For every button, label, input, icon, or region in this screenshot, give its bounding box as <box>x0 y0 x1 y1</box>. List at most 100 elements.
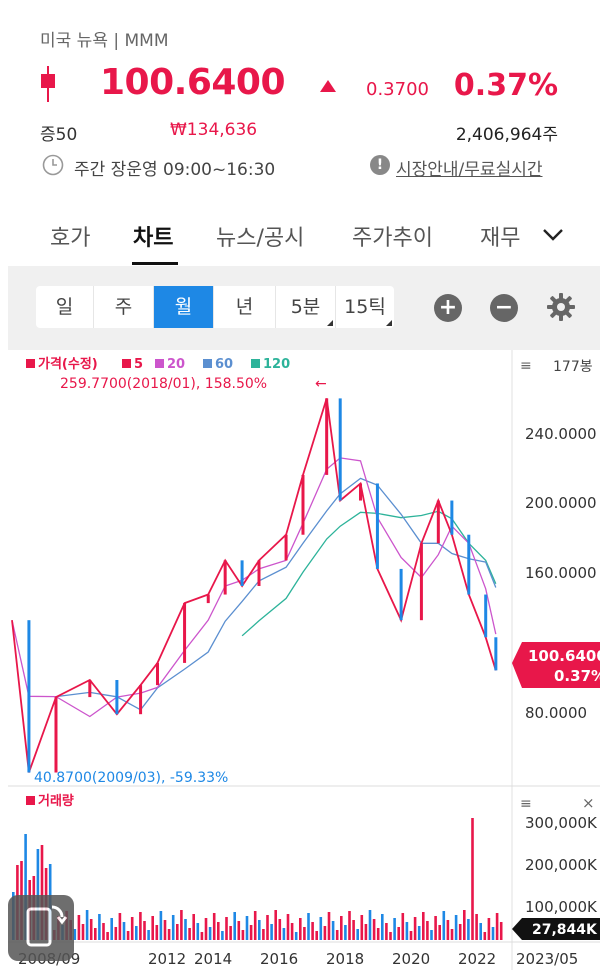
volume-bar <box>487 918 491 940</box>
volume-bar <box>426 921 429 940</box>
candle-bar <box>139 685 143 715</box>
volume-bar <box>126 931 130 940</box>
volume-bar <box>319 917 323 940</box>
candle-bar <box>359 483 363 501</box>
candle-bar <box>450 500 454 535</box>
zoom-in-button[interactable]: + <box>434 294 462 322</box>
volume-bar <box>483 932 487 940</box>
bar-count: 177봉 <box>553 359 593 375</box>
period-year[interactable]: 년 <box>214 286 276 328</box>
tab-chart[interactable]: 차트 <box>133 226 174 251</box>
candle-bar <box>183 603 187 663</box>
volume-bar <box>389 932 392 940</box>
tab-orderbook[interactable]: 호가 <box>50 226 91 251</box>
price-line <box>11 398 497 773</box>
volume-bar <box>315 931 318 940</box>
volume-bar <box>237 921 241 940</box>
period-5min[interactable]: 5분 <box>276 286 336 328</box>
candle-bar <box>155 662 159 686</box>
candle-bar <box>338 398 342 501</box>
volume-bar <box>253 911 257 940</box>
volume-bar <box>114 927 118 940</box>
market-label: 미국 뉴욕 | MMM <box>40 31 169 51</box>
candle-bar <box>375 483 379 569</box>
chart-toolbar: 일 주 월 년 5분 15틱 + − <box>8 266 600 350</box>
tab-financials[interactable]: 재무 <box>480 226 521 251</box>
volume-bar <box>180 910 183 940</box>
trade-volume: 2,406,964주 <box>455 125 558 145</box>
gear-icon[interactable] <box>546 292 576 322</box>
chart-svg[interactable]: 가격(수정) 5 20 60 120 259.7700(2018/01), 15… <box>8 350 600 970</box>
volume-bar <box>335 930 339 940</box>
volume-bar <box>360 915 364 940</box>
market-info-link[interactable]: 시장안내/무료실시간 <box>396 160 543 180</box>
tab-price-trend[interactable]: 주가추이 <box>352 226 433 251</box>
volume-bar <box>385 923 388 940</box>
volume-bar <box>77 915 81 940</box>
volume-bar <box>225 917 228 940</box>
volume-bar <box>266 915 269 940</box>
stock-chart[interactable]: 가격(수정) 5 20 60 120 259.7700(2018/01), 15… <box>8 350 600 970</box>
info-icon[interactable]: ! <box>370 155 390 175</box>
candle-bar <box>301 474 305 535</box>
zoom-out-button[interactable]: − <box>490 294 518 322</box>
vol-tick-100k: 100,000K <box>525 898 598 916</box>
volume-close-icon[interactable]: × <box>582 794 595 812</box>
volume-bar <box>278 919 282 940</box>
volume-bar <box>499 922 503 940</box>
volume-bar <box>102 923 105 940</box>
price-lines <box>11 398 498 773</box>
period-week[interactable]: 주 <box>94 286 154 328</box>
volume-bar <box>434 916 437 940</box>
volume-bar <box>458 924 462 940</box>
candle-bar <box>494 637 498 671</box>
volume-bar <box>229 926 232 940</box>
x-tick-2016: 2016 <box>260 950 298 968</box>
legend-price: 가격(수정) <box>38 356 98 372</box>
volume-bar <box>463 910 466 940</box>
volume-bar <box>274 910 277 940</box>
legend-ma60-swatch <box>203 359 212 368</box>
volume-bar <box>204 918 208 940</box>
volume-bar <box>303 927 306 940</box>
menu-icon[interactable]: ≡ <box>520 358 532 374</box>
period-5min-label: 5분 <box>290 296 321 318</box>
period-15tick[interactable]: 15틱 <box>336 286 394 328</box>
volume-bar <box>122 922 126 940</box>
chevron-down-icon[interactable] <box>542 228 564 242</box>
y-tick-160: 160.0000 <box>525 564 597 582</box>
volume-bar <box>364 924 368 940</box>
volume-bar <box>397 927 400 940</box>
candle-bar <box>54 697 58 773</box>
legend-price-swatch <box>26 359 35 368</box>
candle-bar <box>223 560 227 595</box>
candle-up-icon <box>41 66 55 102</box>
min-price-label: 40.8700(2009/03), -59.33% <box>34 770 228 786</box>
candle-bar <box>284 534 288 561</box>
current-price: 100.6400 <box>100 62 286 103</box>
volume-bar <box>356 929 359 940</box>
y-tick-200: 200.0000 <box>525 494 597 512</box>
volume-bar <box>340 916 343 940</box>
volume-bar <box>98 914 101 940</box>
volume-bar <box>167 929 171 940</box>
period-month[interactable]: 월 <box>154 286 214 328</box>
price-change: 0.3700 <box>366 79 429 100</box>
volume-bar <box>106 932 109 940</box>
rotate-screen-button[interactable] <box>8 895 74 961</box>
candle-bar <box>436 500 440 544</box>
volume-menu-icon[interactable]: ≡ <box>520 796 532 812</box>
volume-bar <box>221 931 224 940</box>
volume-bar <box>241 930 245 940</box>
volume-bar <box>163 920 167 940</box>
active-tab-indicator <box>132 262 178 265</box>
volume-bar <box>139 912 142 940</box>
x-tick-2022: 2022 <box>458 950 496 968</box>
current-volume-tag: 27,844K <box>512 918 600 940</box>
tab-news[interactable]: 뉴스/공시 <box>216 226 305 251</box>
current-volume-value: 27,844K <box>532 922 598 938</box>
period-day[interactable]: 일 <box>36 286 94 328</box>
volume-bar <box>311 922 314 940</box>
volume-bar <box>471 818 474 940</box>
volume-bars <box>12 818 503 940</box>
